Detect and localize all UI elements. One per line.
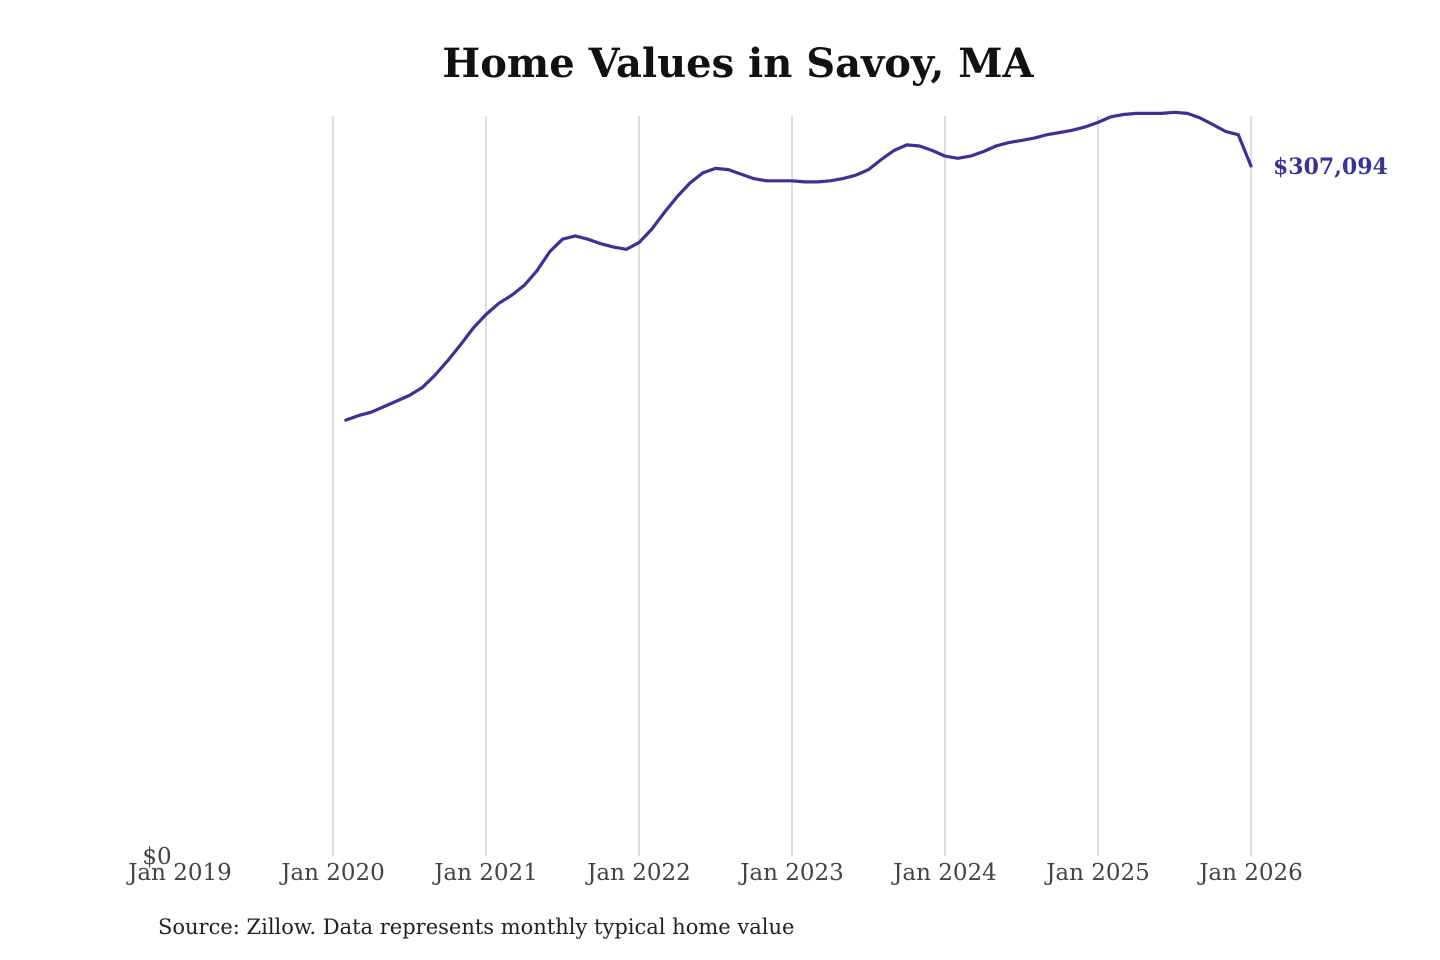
x-tick-label: Jan 2021 <box>432 860 538 886</box>
x-tick-label: Jan 2022 <box>585 860 691 886</box>
x-tick-label: Jan 2019 <box>126 860 232 886</box>
x-tick-label: Jan 2026 <box>1197 860 1303 886</box>
x-tick-label: Jan 2025 <box>1044 860 1150 886</box>
x-tick-label: Jan 2023 <box>738 860 844 886</box>
chart-title: Home Values in Savoy, MA <box>442 40 1034 87</box>
x-tick-label: Jan 2020 <box>279 860 385 886</box>
series-line <box>344 110 1253 422</box>
y-tick-label: $0 <box>142 844 171 870</box>
x-axis-tick-labels: Jan 2019 Jan 2020 Jan 2021 Jan 2022 Jan 2023… <box>126 860 1303 886</box>
y-axis-tick-labels: $0 <box>142 844 171 870</box>
end-value-label: $307,094 <box>1273 154 1388 180</box>
source-note: Source: Zillow. Data represents monthly … <box>158 915 795 939</box>
vertical-gridlines <box>332 116 1252 856</box>
x-tick-label: Jan 2024 <box>891 860 997 886</box>
